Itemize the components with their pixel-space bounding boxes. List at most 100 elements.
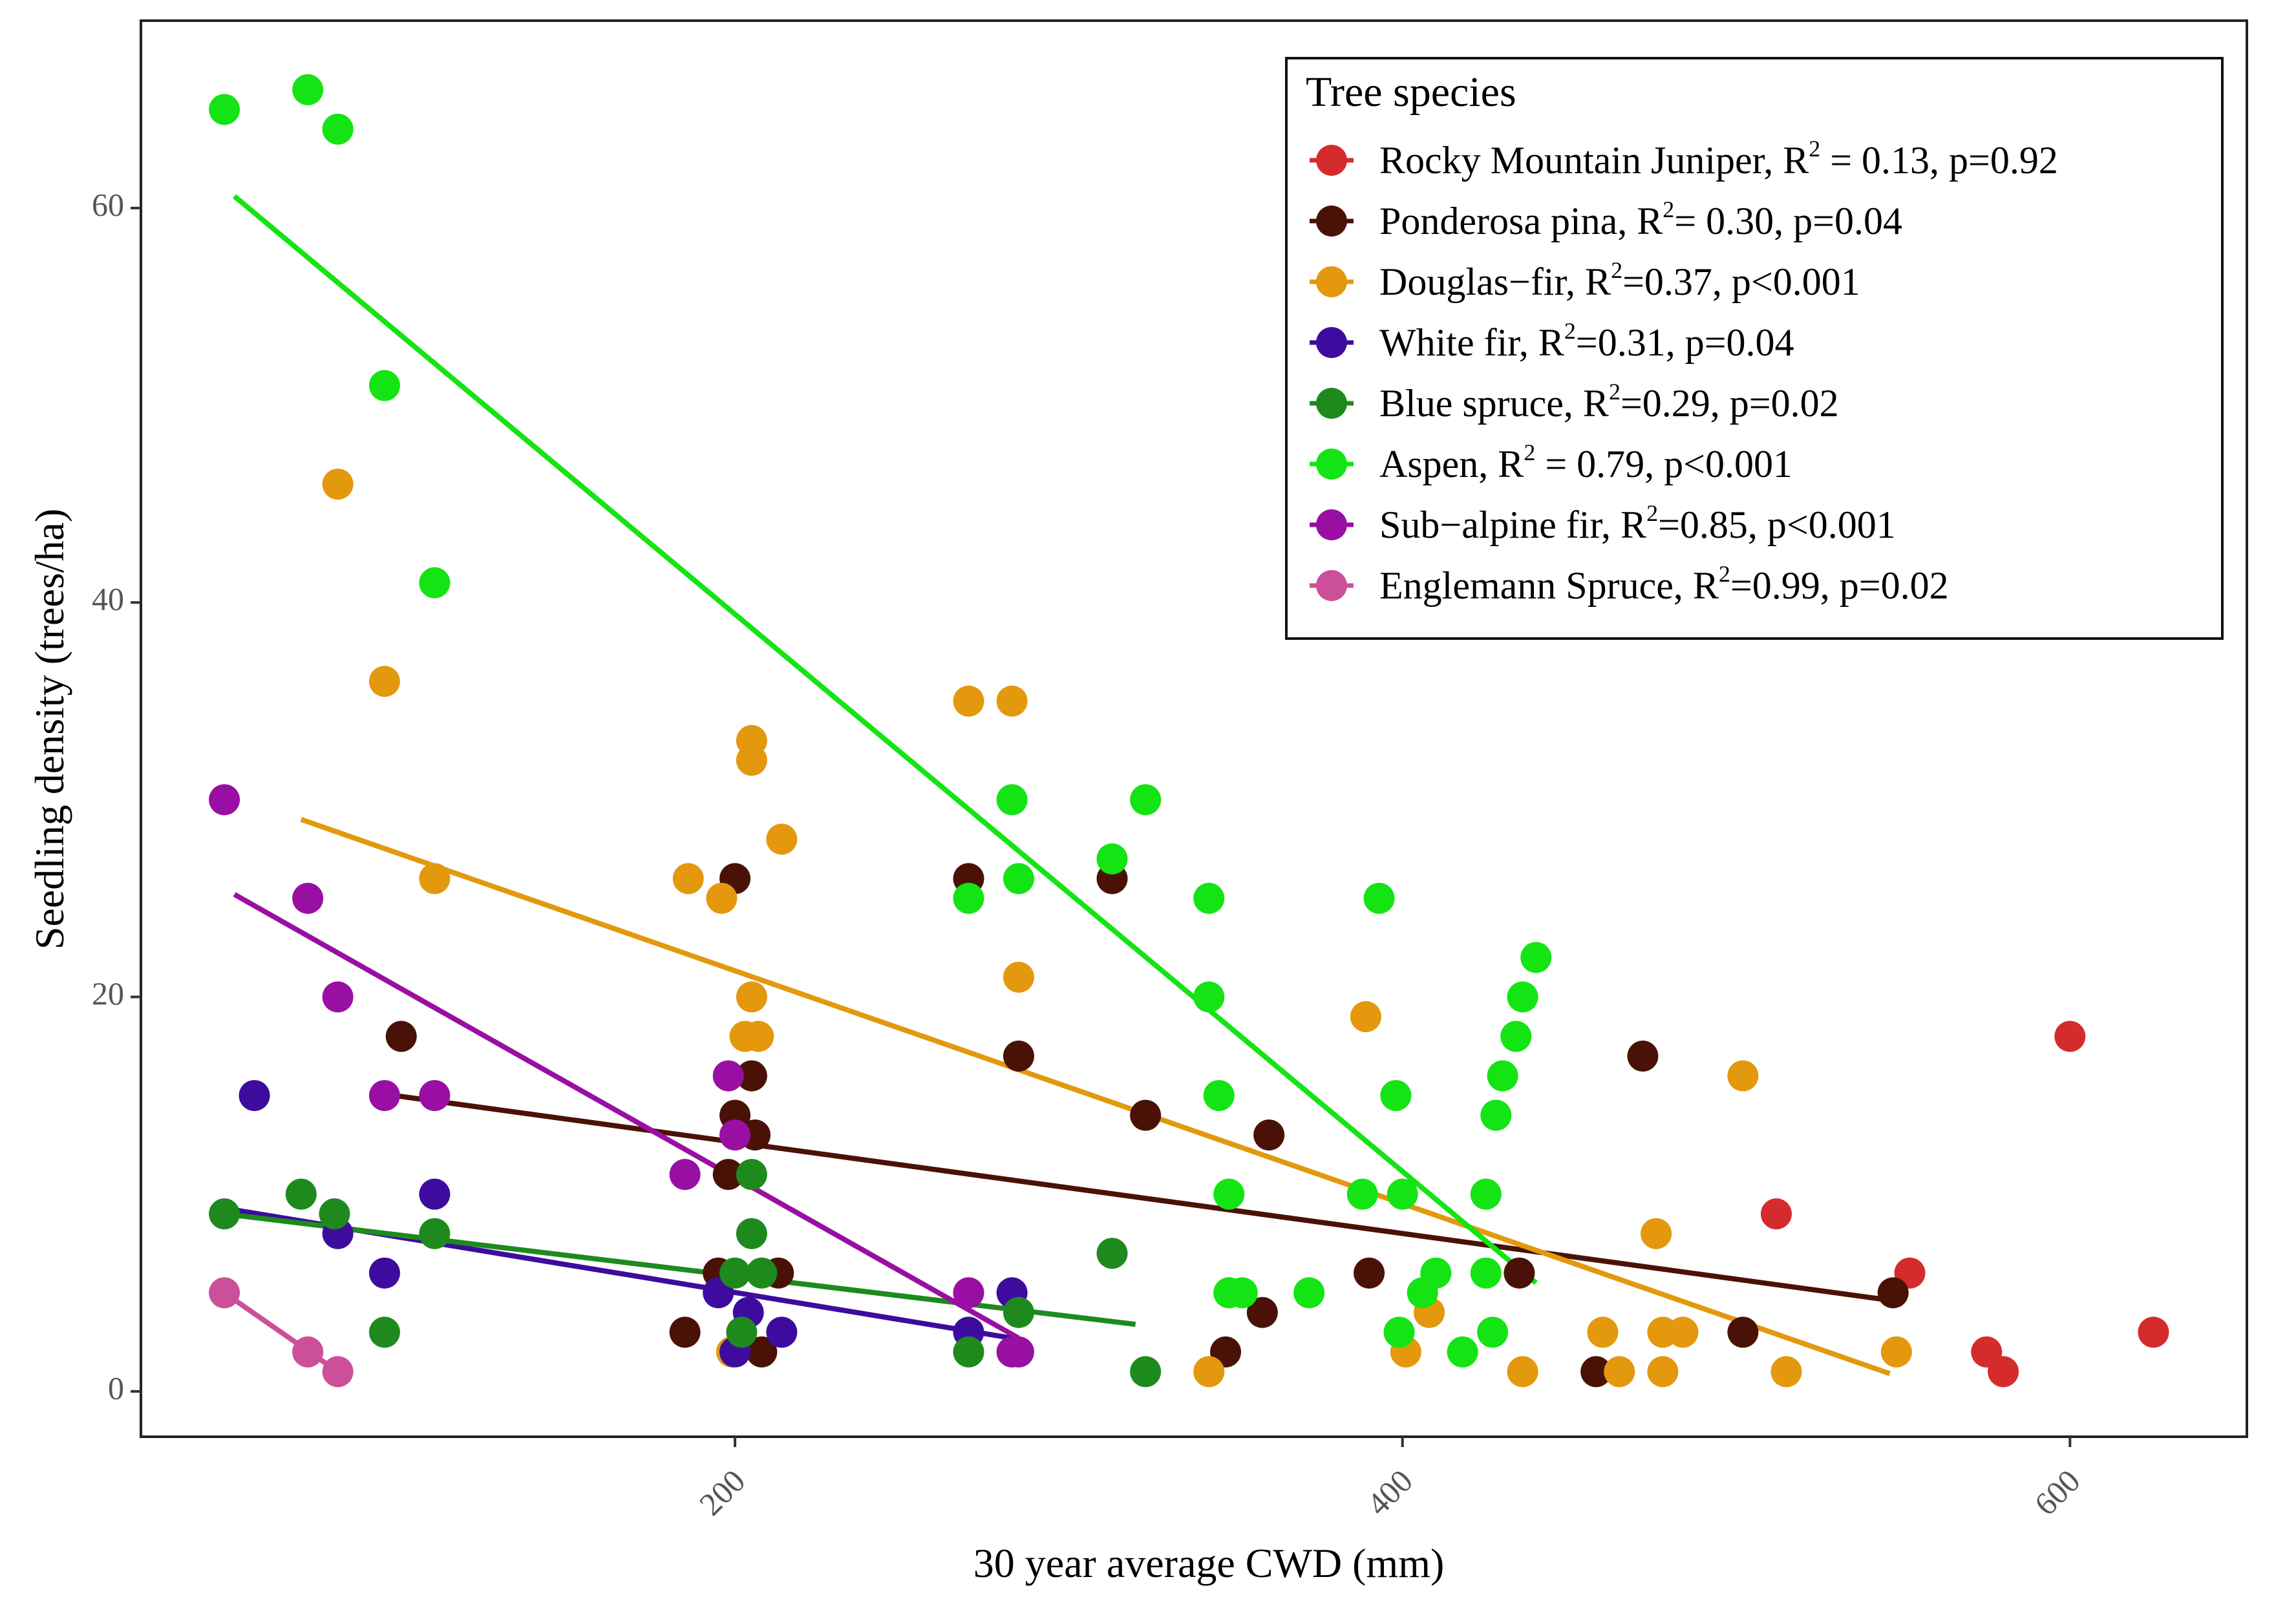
point-douglas-fir-10 bbox=[766, 823, 798, 855]
data-points bbox=[209, 74, 2169, 1388]
point-douglas-fir-20 bbox=[1587, 1317, 1619, 1348]
point-sub-alpine-fir-8 bbox=[953, 1277, 984, 1309]
point-blue-spruce-4 bbox=[419, 1218, 451, 1249]
point-aspen-8 bbox=[1096, 843, 1128, 874]
point-aspen-7 bbox=[1003, 863, 1034, 894]
legend-marker-englemann-spruce bbox=[1316, 570, 1347, 601]
point-blue-spruce-5 bbox=[719, 1257, 751, 1289]
point-douglas-fir-22 bbox=[1641, 1218, 1672, 1249]
point-aspen-6 bbox=[996, 784, 1028, 816]
fit-line-aspen bbox=[233, 194, 1538, 1286]
point-blue-spruce-1 bbox=[285, 1178, 317, 1210]
point-aspen-1 bbox=[292, 74, 324, 105]
legend-item-ponderosa-pina: Ponderosa pina, R2= 0.30, p=0.04 bbox=[1310, 196, 1902, 242]
point-douglas-fir-2 bbox=[419, 863, 451, 894]
point-aspen-4 bbox=[419, 567, 451, 598]
point-douglas-fir-4 bbox=[706, 882, 738, 914]
legend-label-sub-alpine-fir: Sub−alpine fir, R2=0.85, p<0.001 bbox=[1379, 500, 1896, 546]
point-ponderosa-pina-0 bbox=[385, 1021, 417, 1052]
point-ponderosa-pina-8 bbox=[669, 1317, 701, 1348]
point-blue-spruce-13 bbox=[1130, 1356, 1162, 1388]
point-blue-spruce-7 bbox=[736, 1218, 767, 1249]
series-ponderosa-pina bbox=[385, 863, 1909, 1388]
point-blue-spruce-6 bbox=[736, 1159, 767, 1190]
point-rocky-mountain-juniper-5 bbox=[2138, 1317, 2169, 1348]
point-aspen-11 bbox=[1193, 981, 1225, 1013]
legend-item-douglas-fir: Douglas−fir, R2=0.37, p<0.001 bbox=[1310, 257, 1860, 303]
point-aspen-26 bbox=[1480, 1099, 1512, 1131]
point-rocky-mountain-juniper-4 bbox=[1988, 1356, 2019, 1388]
point-sub-alpine-fir-6 bbox=[712, 1060, 744, 1092]
point-englemann-spruce-1 bbox=[292, 1336, 324, 1368]
point-aspen-19 bbox=[1380, 1080, 1412, 1112]
point-ponderosa-pina-13 bbox=[1130, 1099, 1162, 1131]
point-aspen-32 bbox=[1477, 1317, 1509, 1348]
point-ponderosa-pina-17 bbox=[1354, 1257, 1385, 1289]
point-aspen-10 bbox=[1193, 882, 1225, 914]
legend-title: Tree species bbox=[1306, 69, 1516, 116]
x-tick-label-200: 200 bbox=[692, 1463, 752, 1523]
point-blue-spruce-10 bbox=[953, 1336, 984, 1368]
series-aspen bbox=[209, 74, 1552, 1368]
point-sub-alpine-fir-10 bbox=[996, 1336, 1028, 1368]
point-blue-spruce-11 bbox=[1003, 1296, 1034, 1328]
point-ponderosa-pina-11 bbox=[1003, 1041, 1034, 1072]
point-sub-alpine-fir-0 bbox=[209, 784, 240, 816]
point-aspen-12 bbox=[1203, 1080, 1235, 1112]
point-blue-spruce-0 bbox=[209, 1198, 240, 1230]
legend-marker-aspen bbox=[1316, 449, 1347, 480]
point-ponderosa-pina-21 bbox=[1727, 1317, 1759, 1348]
point-douglas-fir-25 bbox=[1667, 1317, 1699, 1348]
point-ponderosa-pina-5 bbox=[712, 1159, 744, 1190]
point-sub-alpine-fir-4 bbox=[419, 1080, 451, 1112]
point-blue-spruce-2 bbox=[319, 1198, 350, 1230]
point-sub-alpine-fir-7 bbox=[719, 1119, 751, 1151]
legend-item-aspen: Aspen, R2 = 0.79, p<0.001 bbox=[1310, 439, 1792, 485]
legend-marker-white-fir bbox=[1316, 327, 1347, 358]
point-ponderosa-pina-3 bbox=[736, 1060, 767, 1092]
x-tick-label-600: 600 bbox=[2027, 1463, 2087, 1523]
point-ponderosa-pina-18 bbox=[1504, 1257, 1535, 1289]
point-englemann-spruce-0 bbox=[209, 1277, 240, 1309]
point-ponderosa-pina-15 bbox=[1246, 1296, 1278, 1328]
point-sub-alpine-fir-2 bbox=[322, 981, 354, 1013]
legend-item-white-fir: White fir, R2=0.31, p=0.04 bbox=[1310, 318, 1794, 364]
point-douglas-fir-12 bbox=[996, 685, 1028, 717]
legend-label-englemann-spruce: Englemann Spruce, R2=0.99, p=0.02 bbox=[1379, 561, 1949, 607]
point-white-fir-7 bbox=[766, 1317, 798, 1348]
legend-marker-sub-alpine-fir bbox=[1316, 509, 1347, 540]
point-rocky-mountain-juniper-0 bbox=[2054, 1021, 2086, 1052]
legend-item-englemann-spruce: Englemann Spruce, R2=0.99, p=0.02 bbox=[1310, 561, 1949, 607]
point-douglas-fir-1 bbox=[368, 666, 400, 697]
point-douglas-fir-7 bbox=[736, 981, 767, 1013]
series-rocky-mountain-juniper bbox=[1760, 1021, 2169, 1388]
legend-label-aspen: Aspen, R2 = 0.79, p<0.001 bbox=[1379, 439, 1792, 485]
point-aspen-29 bbox=[1507, 981, 1538, 1013]
point-douglas-fir-13 bbox=[1003, 961, 1034, 993]
point-sub-alpine-fir-5 bbox=[669, 1159, 701, 1190]
point-aspen-27 bbox=[1487, 1060, 1518, 1092]
point-aspen-18 bbox=[1346, 1178, 1378, 1210]
y-tick-label-0: 0 bbox=[108, 1370, 124, 1406]
point-white-fir-0 bbox=[239, 1080, 270, 1112]
y-tick-label-40: 40 bbox=[92, 581, 124, 617]
point-white-fir-3 bbox=[419, 1178, 451, 1210]
legend-marker-blue-spruce bbox=[1316, 388, 1347, 419]
point-douglas-fir-0 bbox=[322, 469, 354, 500]
point-douglas-fir-18 bbox=[1193, 1356, 1225, 1388]
point-douglas-fir-15 bbox=[1350, 1001, 1381, 1033]
point-douglas-fir-21 bbox=[1604, 1356, 1635, 1388]
point-ponderosa-pina-14 bbox=[1253, 1119, 1285, 1151]
fit-line-sub-alpine-fir bbox=[233, 892, 1020, 1340]
fit-line-ponderosa-pina bbox=[394, 1093, 1894, 1304]
y-tick-label-60: 60 bbox=[92, 186, 124, 222]
fit-line-douglas-fir bbox=[300, 817, 1891, 1377]
point-englemann-spruce-2 bbox=[322, 1356, 354, 1388]
legend-item-sub-alpine-fir: Sub−alpine fir, R2=0.85, p<0.001 bbox=[1310, 500, 1896, 546]
legend-marker-rocky-mountain-juniper bbox=[1316, 145, 1347, 176]
x-axis-title: 30 year average CWD (mm) bbox=[973, 1540, 1445, 1586]
point-ponderosa-pina-19 bbox=[1627, 1041, 1659, 1072]
legend-label-white-fir: White fir, R2=0.31, p=0.04 bbox=[1379, 318, 1794, 364]
series-englemann-spruce bbox=[209, 1277, 354, 1388]
